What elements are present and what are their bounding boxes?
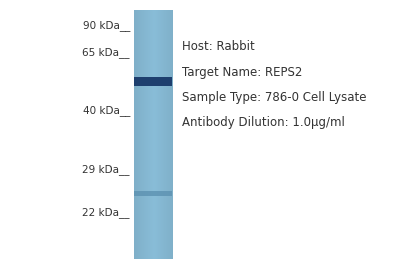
- Text: Antibody Dilution: 1.0μg/ml: Antibody Dilution: 1.0μg/ml: [182, 116, 345, 129]
- Bar: [134, 191, 172, 196]
- Text: Sample Type: 786-0 Cell Lysate: Sample Type: 786-0 Cell Lysate: [182, 91, 366, 104]
- Text: 40 kDa__: 40 kDa__: [83, 105, 130, 116]
- Text: Target Name: REPS2: Target Name: REPS2: [182, 66, 302, 78]
- Bar: [134, 77, 172, 86]
- Text: 90 kDa__: 90 kDa__: [83, 20, 130, 31]
- Text: Host: Rabbit: Host: Rabbit: [182, 40, 255, 53]
- Text: 29 kDa__: 29 kDa__: [82, 164, 130, 175]
- Text: 65 kDa__: 65 kDa__: [82, 47, 130, 57]
- Text: 22 kDa__: 22 kDa__: [82, 207, 130, 218]
